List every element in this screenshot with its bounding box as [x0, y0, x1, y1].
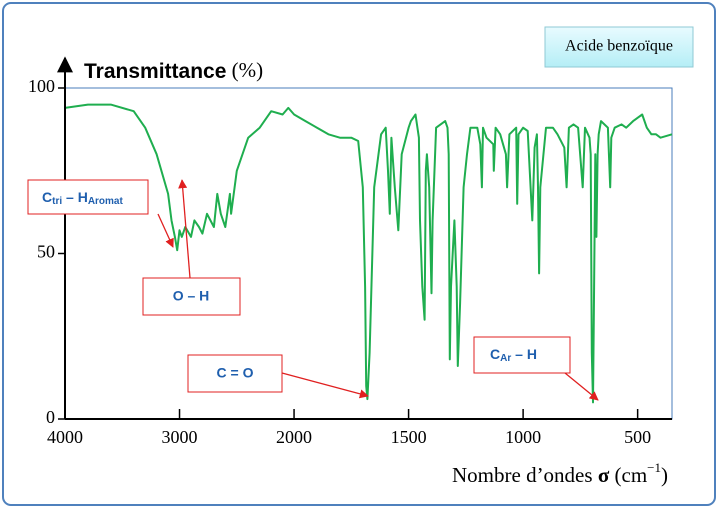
chart-title: Acide benzoïque [565, 38, 673, 55]
arrow [157, 213, 174, 248]
y-axis-label: Transmittance (%) [84, 58, 263, 83]
x-tick-label: 4000 [47, 427, 83, 447]
annotation-text: Ctri – HAromat [42, 189, 123, 207]
annotation-text: CAr – H [490, 346, 537, 364]
x-label-part: Nombre d’ondes [452, 463, 598, 487]
ann-part: C [490, 346, 500, 362]
annotation-box [142, 277, 241, 316]
x-tick-label: 1000 [505, 427, 541, 447]
x-axis-label: Nombre d’ondes σ (cm−1) [452, 460, 668, 487]
annotation: Ctri – HAromat [27, 179, 174, 248]
x-label-sup: −1 [647, 460, 661, 475]
spectrum-line [64, 103, 673, 404]
annotation: CAr – H [473, 336, 599, 401]
ann-part: – H [511, 346, 537, 362]
arrow [281, 372, 369, 399]
annotation-box [187, 354, 283, 393]
annotation-text: C = O [217, 365, 254, 381]
y-label-unit: (%) [226, 58, 263, 82]
arrow [564, 372, 599, 401]
y-tick-label: 50 [37, 242, 55, 262]
ann-sub: Ar [500, 353, 511, 364]
y-tick-label: 100 [28, 76, 55, 96]
annotation-text: O – H [173, 288, 210, 304]
ann-part: C [42, 189, 52, 205]
x-tick-label: 1500 [391, 427, 427, 447]
y-label-main: Transmittance [84, 60, 226, 83]
title-box [544, 26, 694, 68]
x-tick-label: 3000 [162, 427, 198, 447]
annotation: O – H [142, 179, 241, 316]
y-tick-label: 0 [46, 407, 55, 427]
annotation: C = O [187, 354, 369, 399]
x-tick-label: 500 [624, 427, 651, 447]
ann-sub: tri [52, 196, 62, 207]
annotation-box [27, 179, 149, 215]
x-label-part: (cm [609, 463, 647, 487]
x-label-part: ) [661, 463, 668, 487]
arrow [178, 179, 191, 279]
x-tick-label: 2000 [276, 427, 312, 447]
ann-part: – H [62, 189, 88, 205]
x-label-symbol: σ [598, 463, 610, 487]
annotation-box [473, 336, 571, 374]
ann-sub: Aromat [88, 196, 124, 207]
